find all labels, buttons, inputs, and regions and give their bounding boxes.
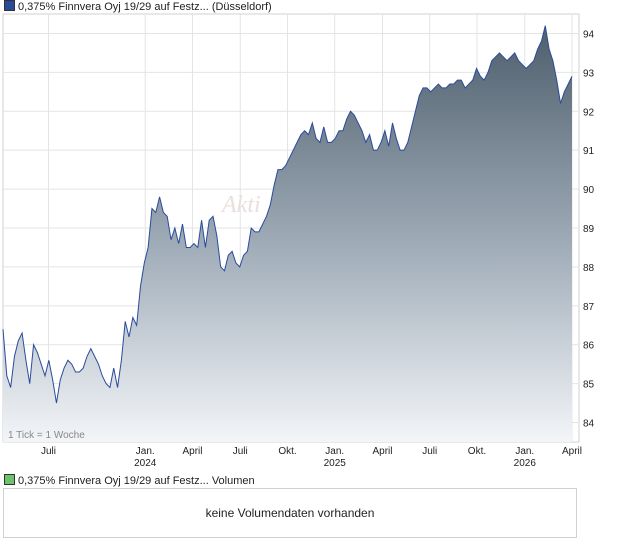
y-tick-label: 85 — [583, 380, 595, 391]
y-tick-label: 86 — [583, 341, 595, 352]
x-tick-label: April — [373, 446, 393, 457]
y-tick-label: 90 — [583, 185, 595, 196]
watermark: Akti — [220, 192, 261, 218]
y-tick-label: 93 — [583, 68, 595, 79]
tick-note: 1 Tick = 1 Woche — [8, 430, 85, 441]
volume-legend-label: 0,375% Finnvera Oyj 19/29 auf Festz... V… — [18, 475, 255, 487]
x-tick-label: April — [182, 446, 202, 457]
volume-panel: keine Volumendaten vorhanden — [3, 488, 577, 538]
x-tick-label: Okt. — [278, 446, 296, 457]
price-area — [3, 25, 572, 442]
x-tick-year: 2026 — [514, 458, 537, 469]
price-legend-swatch — [4, 0, 15, 11]
y-tick-label: 92 — [583, 107, 595, 118]
y-tick-label: 94 — [583, 29, 595, 40]
x-tick-label: Jan. — [136, 446, 155, 457]
x-tick-label: Okt. — [468, 446, 486, 457]
x-tick-year: 2025 — [324, 458, 347, 469]
volume-empty-message: keine Volumendaten vorhanden — [205, 506, 375, 520]
price-legend-label: 0,375% Finnvera Oyj 19/29 auf Festz... (… — [18, 1, 272, 13]
x-tick-label: Juli — [233, 446, 248, 457]
volume-legend-swatch — [4, 474, 15, 485]
y-tick-label: 91 — [583, 146, 595, 157]
x-tick-label: Juli — [422, 446, 437, 457]
y-tick-label: 84 — [583, 419, 595, 430]
y-tick-label: 87 — [583, 302, 595, 313]
x-tick-label: Jan. — [515, 446, 534, 457]
price-chart: Akti 1 Tick = 1 Woche 84 85 86 87 88 89 90 91 92… — [2, 13, 595, 469]
x-tick-label: Juli — [41, 446, 56, 457]
x-tick-label: April — [562, 446, 582, 457]
y-tick-label: 88 — [583, 263, 595, 274]
x-tick-label: Jan. — [325, 446, 344, 457]
price-line — [2, 25, 573, 404]
price-legend: 0,375% Finnvera Oyj 19/29 auf Festz... (… — [4, 0, 272, 14]
y-tick-label: 89 — [583, 224, 595, 235]
volume-legend: 0,375% Finnvera Oyj 19/29 auf Festz... V… — [4, 474, 255, 488]
y-axis: 84 85 86 87 88 89 90 91 92 93 94 — [583, 29, 595, 429]
x-tick-year: 2024 — [134, 458, 157, 469]
